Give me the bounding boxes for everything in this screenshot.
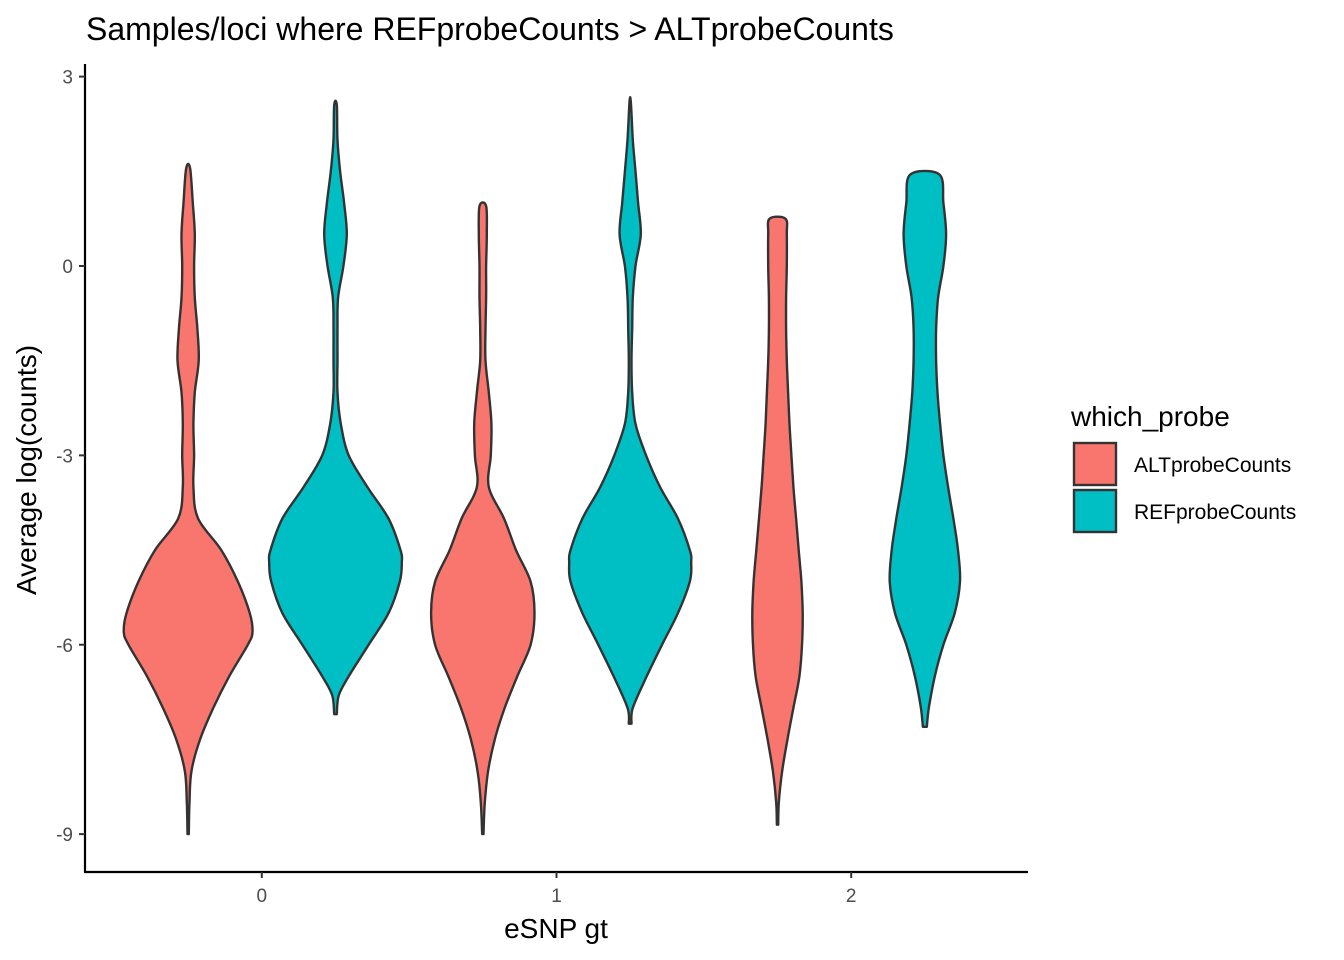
- violin-REFprobeCounts-2: [888, 169, 962, 728]
- violin-REFprobeCounts-0: [267, 99, 404, 716]
- plot-area: [122, 95, 962, 836]
- y-tick-label: -6: [56, 636, 73, 657]
- violin-ALTprobeCounts-0: [122, 162, 254, 836]
- y-axis-title: Average log(counts): [11, 345, 42, 595]
- legend-key-ALTprobeCounts: [1072, 441, 1118, 487]
- legend-label: ALTprobeCounts: [1134, 454, 1291, 477]
- legend-label: REFprobeCounts: [1134, 501, 1296, 524]
- legend: which_probe ALTprobeCounts REFprobeCounts: [1070, 401, 1296, 534]
- y-tick-label: -3: [56, 446, 73, 467]
- y-tick-label: 0: [62, 257, 73, 278]
- x-ticks: 0 1 2: [257, 872, 857, 907]
- y-ticks: 3 0 -3 -6 -9: [56, 68, 85, 846]
- violin-REFprobeCounts-1: [567, 95, 693, 725]
- violin-ALTprobeCounts-2: [751, 215, 804, 826]
- x-axis-title: eSNP gt: [504, 913, 608, 944]
- legend-title: which_probe: [1070, 401, 1230, 432]
- legend-items: ALTprobeCounts REFprobeCounts: [1072, 441, 1296, 534]
- legend-key-REFprobeCounts: [1072, 488, 1118, 534]
- violin-ALTprobeCounts-1: [429, 201, 536, 836]
- y-tick-label: -9: [56, 825, 73, 846]
- chart-title: Samples/loci where REFprobeCounts > ALTp…: [86, 11, 894, 47]
- x-tick-label: 2: [846, 886, 857, 907]
- y-tick-label: 3: [62, 68, 73, 89]
- axes: [83, 64, 1028, 874]
- x-tick-label: 1: [551, 886, 562, 907]
- x-tick-label: 0: [257, 886, 268, 907]
